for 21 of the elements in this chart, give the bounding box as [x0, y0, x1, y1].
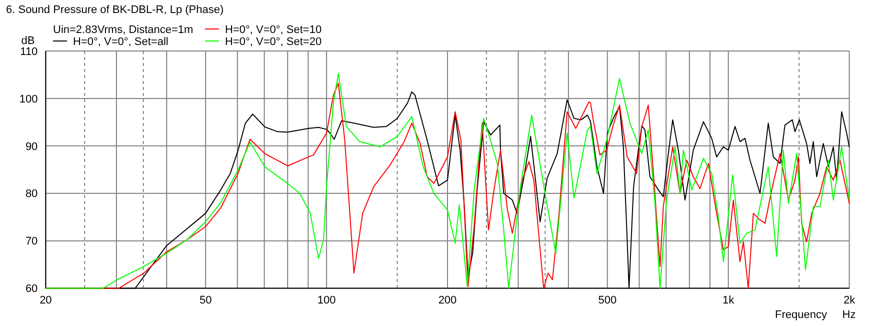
y-axis-title: dB — [21, 35, 35, 47]
x-tick-label: 20 — [40, 294, 52, 306]
x-tick-label: 500 — [598, 294, 617, 306]
x-axis-title: Frequency — [775, 309, 828, 321]
x-tick-label: 1k — [722, 294, 735, 306]
y-tick-label: 100 — [19, 93, 38, 106]
legend-label: H=0°, V=0°, Set=all — [73, 36, 168, 48]
y-tick-label: 90 — [25, 140, 38, 153]
y-tick-label: 110 — [20, 46, 38, 58]
legend-label: H=0°, V=0°, Set=20 — [225, 36, 322, 48]
chart-title: 6. Sound Pressure of BK-DBL-R, Lp (Phase) — [6, 4, 224, 16]
y-tick-label: 80 — [25, 188, 38, 200]
chart-subtitle: Uin=2.83Vrms, Distance=1m — [53, 24, 194, 36]
legend-label: H=0°, V=0°, Set=10 — [225, 24, 322, 36]
text: Hz — [842, 309, 856, 321]
x-tick-label: 200 — [438, 294, 457, 306]
x-tick-label: 50 — [199, 294, 212, 306]
y-tick-label: 70 — [25, 236, 38, 248]
y-tick-label: 60 — [25, 283, 38, 296]
x-tick-label: 100 — [317, 294, 336, 306]
x-tick-label: 2k — [843, 294, 856, 306]
